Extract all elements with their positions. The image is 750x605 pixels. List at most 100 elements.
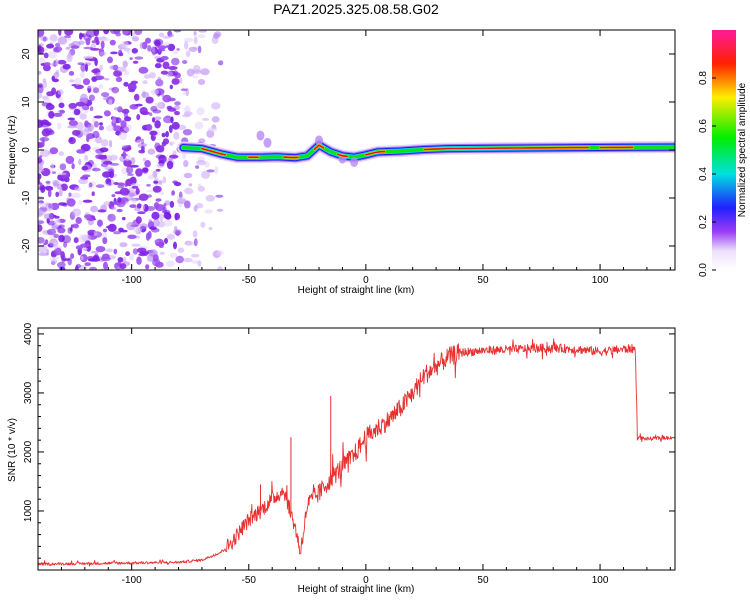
noise-blob <box>43 243 46 246</box>
noise-blob <box>68 193 71 197</box>
noise-blob <box>35 169 44 172</box>
noise-blob <box>107 214 115 222</box>
noise-blob <box>113 182 118 185</box>
noise-blob <box>174 213 180 220</box>
noise-blob <box>85 63 88 71</box>
spectrogram-y-label: Frequency (Hz) <box>7 116 18 185</box>
noise-blob <box>145 38 151 44</box>
noise-blob <box>60 251 65 259</box>
noise-blob <box>160 252 165 255</box>
noise-blob <box>135 56 144 59</box>
noise-blob <box>67 198 76 206</box>
noise-blob <box>182 91 188 96</box>
noise-blob <box>211 102 220 109</box>
noise-blob <box>50 147 58 154</box>
noise-blob <box>78 159 81 165</box>
noise-blob <box>157 45 166 49</box>
noise-blob <box>78 178 88 184</box>
noise-blob <box>164 200 170 205</box>
noise-blob <box>68 118 76 121</box>
noise-blob <box>50 257 60 260</box>
noise-blob <box>133 61 139 64</box>
noise-blob <box>118 257 124 263</box>
noise-blob <box>43 120 47 123</box>
noise-blob <box>54 59 59 66</box>
noise-blob <box>109 171 114 179</box>
noise-blob <box>98 209 107 212</box>
noise-blob <box>39 252 49 256</box>
noise-blob <box>138 150 145 154</box>
noise-blob <box>142 168 148 172</box>
noise-blob <box>132 186 139 189</box>
noise-blob <box>121 41 129 49</box>
noise-blob <box>166 261 175 268</box>
noise-blob <box>196 160 206 165</box>
noise-blob <box>152 49 156 56</box>
noise-blob <box>96 246 106 252</box>
noise-blob <box>140 42 144 49</box>
noise-blob <box>40 36 49 41</box>
noise-blob <box>102 254 110 260</box>
noise-blob <box>165 131 169 138</box>
noise-blob <box>167 106 173 110</box>
colorbar-tick-label: 0.4 <box>698 167 709 181</box>
snr-background <box>38 328 675 570</box>
noise-blob <box>76 102 86 107</box>
noise-blob <box>91 258 100 262</box>
noise-blob <box>136 257 142 265</box>
noise-blob <box>47 103 52 106</box>
noise-blob <box>62 235 71 243</box>
noise-blob <box>122 145 128 148</box>
noise-blob <box>80 71 85 78</box>
noise-blob <box>198 79 205 85</box>
noise-blob <box>55 192 59 197</box>
noise-blob <box>168 157 173 161</box>
noise-blob <box>140 107 148 115</box>
noise-blob <box>122 151 126 159</box>
noise-blob <box>204 209 213 213</box>
y-tick-label: 4000 <box>23 322 34 345</box>
noise-blob <box>36 203 43 206</box>
noise-blob <box>134 94 140 101</box>
noise-blob <box>89 267 97 272</box>
noise-blob <box>82 174 90 177</box>
noise-blob <box>161 56 169 60</box>
noise-blob <box>44 186 52 190</box>
colorbar-tick-label: 0.2 <box>698 215 709 229</box>
noise-blob <box>79 234 87 243</box>
noise-blob <box>58 89 64 95</box>
noise-blob <box>184 173 193 179</box>
noise-blob <box>59 151 65 156</box>
noise-blob <box>86 38 91 46</box>
noise-blob <box>48 189 52 197</box>
spectrogram-x-label: Height of straight line (km) <box>298 285 415 296</box>
noise-blob <box>195 165 199 169</box>
noise-blob <box>57 123 62 130</box>
noise-blob <box>79 200 82 205</box>
noise-blob <box>69 71 74 76</box>
noise-blob <box>218 60 223 65</box>
noise-blob <box>110 52 118 55</box>
noise-blob <box>178 247 185 253</box>
noise-blob <box>176 48 179 51</box>
noise-blob <box>162 133 166 138</box>
noise-blob <box>122 28 129 35</box>
noise-blob <box>194 31 197 36</box>
noise-blob <box>45 181 50 184</box>
colorbar-tick-label: 0.8 <box>698 71 709 85</box>
noise-blob <box>217 250 224 255</box>
noise-blob <box>174 105 180 110</box>
noise-blob <box>44 53 49 59</box>
noise-blob <box>53 234 59 238</box>
noise-blob <box>115 191 123 194</box>
noise-blob <box>171 190 175 195</box>
noise-blob <box>143 80 148 84</box>
noise-blob <box>109 140 112 148</box>
noise-blob <box>66 47 71 50</box>
noise-blob <box>99 122 103 125</box>
noise-blob <box>167 234 176 240</box>
noise-blob <box>57 227 65 233</box>
noise-blob <box>89 182 93 187</box>
noise-blob <box>170 253 177 258</box>
noise-blob <box>131 244 140 247</box>
